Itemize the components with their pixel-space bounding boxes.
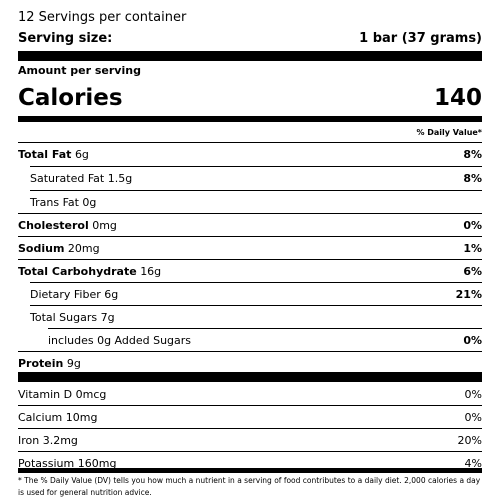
nutrient-label: Trans Fat 0g [30,195,97,209]
nutrient-amount: 6g [74,147,89,161]
serving-size-label: Serving size: [18,30,113,46]
nutrient-label: Saturated Fat 1.5g [30,171,133,185]
divider [30,190,482,191]
vitamin-label: Iron 3.2mg [18,433,78,447]
nutrient-dv: 1% [463,241,482,255]
divider [30,166,482,167]
nutrient-row: Cholesterol 0mg 0% [18,214,482,236]
nutrient-row: Total Sugars 7g [18,306,482,328]
nutrient-label: Cholesterol [18,218,89,232]
vitamin-row: Calcium 10mg 0% [18,406,482,428]
thick-divider [18,372,482,382]
nutrient-label: Total Carbohydrate [18,264,137,278]
divider [48,328,482,329]
divider [18,236,482,237]
vitamin-dv: 4% [464,456,482,470]
divider [18,213,482,214]
divider [18,451,482,452]
daily-value-header: % Daily Value* [18,124,482,140]
medium-divider [18,116,482,122]
nutrient-label: includes 0g Added Sugars [48,333,192,347]
vitamin-label: Potassium 160mg [18,456,117,470]
nutrient-amount: 20mg [67,241,100,255]
vitamin-row: Potassium 160mg 4% [18,452,482,474]
serving-size-value: 1 bar (37 grams) [359,30,482,46]
nutrient-row: Total Fat 6g 8% [18,143,482,165]
nutrient-row: Total Carbohydrate 16g 6% [18,260,482,282]
nutrient-dv: 21% [455,287,482,301]
nutrient-row: Dietary Fiber 6g 21% [18,283,482,305]
vitamin-dv: 0% [464,387,482,401]
nutrition-facts-label: 12 Servings per container Serving size: … [18,6,482,497]
nutrient-label: Sodium [18,241,65,255]
nutrient-dv: 0% [463,218,482,232]
daily-value-footnote: * The % Daily Value (DV) tells you how m… [18,476,481,497]
medium-divider [18,468,482,473]
nutrient-row: includes 0g Added Sugars 0% [18,329,482,351]
nutrient-row: Trans Fat 0g [18,191,482,213]
nutrient-label: Dietary Fiber 6g [30,287,119,301]
divider [18,351,482,352]
nutrient-label: Total Fat [18,147,72,161]
amount-per-serving-label: Amount per serving [18,63,141,77]
divider [30,305,482,306]
servings-per-container: 12 Servings per container [18,9,187,25]
divider [18,142,482,143]
nutrient-label: Total Sugars 7g [30,310,115,324]
vitamin-label: Vitamin D 0mcg [18,387,107,401]
nutrient-row: Saturated Fat 1.5g 8% [18,167,482,189]
amount-per-serving-row: Amount per serving [18,62,482,78]
vitamin-row: Vitamin D 0mcg 0% [18,383,482,405]
nutrient-row: Sodium 20mg 1% [18,237,482,259]
vitamin-row: Iron 3.2mg 20% [18,429,482,451]
nutrient-dv: 6% [463,264,482,278]
divider [18,259,482,260]
nutrient-amount: 16g [140,264,162,278]
divider [18,428,482,429]
vitamin-dv: 20% [457,433,482,447]
vitamin-label: Calcium 10mg [18,410,98,424]
divider [30,282,482,283]
divider [18,405,482,406]
calories-label: Calories [18,85,123,111]
vitamin-dv: 0% [464,410,482,424]
serving-size-row: Serving size: 1 bar (37 grams) [18,28,482,48]
daily-value-header-text: % Daily Value* [416,127,482,137]
nutrient-amount: 9g [66,356,81,370]
calories-row: Calories 140 [18,82,482,114]
nutrient-label: Protein [18,356,64,370]
servings-row: 12 Servings per container [18,8,482,26]
nutrient-row: Protein 9g [18,352,482,374]
calories-value: 140 [433,85,482,111]
thick-divider [18,51,482,61]
nutrient-dv: 8% [463,171,482,185]
nutrient-dv: 8% [463,147,482,161]
nutrient-dv: 0% [463,333,482,347]
nutrient-amount: 0mg [92,218,117,232]
